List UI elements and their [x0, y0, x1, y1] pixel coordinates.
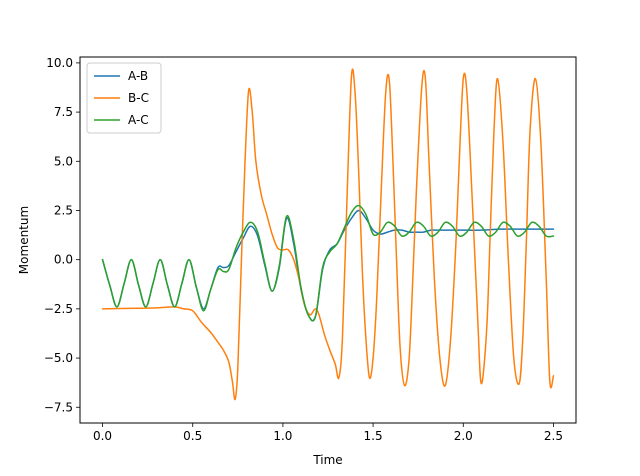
x-axis-label: Time — [312, 453, 342, 467]
x-tick-label: 2.0 — [454, 429, 473, 443]
plot-frame — [79, 56, 577, 424]
x-tick-label: 1.0 — [273, 429, 292, 443]
legend-label-b-c: B-C — [128, 91, 149, 105]
y-tick-label: −2.5 — [44, 302, 73, 316]
y-axis-label: Momentum — [17, 206, 31, 274]
y-tick-label: −7.5 — [44, 400, 73, 414]
legend: A-B B-C A-C — [86, 62, 162, 134]
y-tick-label: 7.5 — [54, 105, 73, 119]
x-tick-label: 2.5 — [544, 429, 563, 443]
y-tick-label: 5.0 — [54, 154, 73, 168]
x-tick-label: 1.5 — [364, 429, 383, 443]
x-tick-label: 0.5 — [183, 429, 202, 443]
legend-label-a-c: A-C — [128, 113, 149, 127]
x-tick-label: 0.0 — [93, 429, 112, 443]
series-layer — [101, 68, 555, 401]
legend-label-a-b: A-B — [128, 69, 148, 83]
y-tick-label: −5.0 — [44, 351, 73, 365]
y-axis-ticks: −7.5 −5.0 −2.5 0.0 2.5 5.0 7.5 10.0 — [44, 56, 80, 414]
series-line-a-c — [101, 204, 555, 322]
legend-frame — [86, 62, 162, 134]
y-tick-label: 10.0 — [46, 56, 73, 70]
y-tick-label: 0.0 — [54, 253, 73, 267]
y-tick-label: 2.5 — [54, 203, 73, 217]
x-axis-ticks: 0.0 0.5 1.0 1.5 2.0 2.5 — [93, 423, 563, 443]
series-line-b-c — [101, 68, 555, 401]
